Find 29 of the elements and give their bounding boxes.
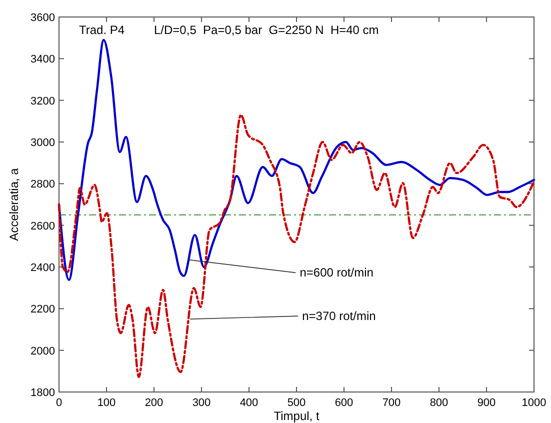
x-tick-label: 400 [240,397,258,409]
y-tick-label: 3000 [30,137,55,149]
y-tick-label: 2800 [30,178,55,191]
annotation: n=370 rot/min [302,309,376,324]
y-tick-label: 2600 [30,220,55,232]
line-series [58,38,536,282]
y-axis-title: Acceleratia, a [7,168,21,241]
x-tick-label: 300 [192,397,211,409]
y-tick-label: 3600 [30,12,55,24]
y-tick-label: 2200 [30,304,55,316]
y-tick-label: 2000 [30,345,55,358]
x-tick-label: 200 [144,397,164,409]
y-tick-label: 1800 [30,387,55,399]
y-tick-label: 2400 [30,262,55,274]
x-tick-label: 800 [430,397,448,409]
x-tick-label: 600 [334,397,354,409]
x-tick-label: 900 [477,397,496,409]
x-tick-label: 500 [287,397,306,409]
y-tick-label: 3200 [30,95,55,108]
x-tick-label: 700 [382,397,401,409]
text: Trad. P4 [79,23,125,37]
annotation: n=600 rot/min [300,266,374,280]
x-tick-label: 1000 [522,397,546,409]
text: L/D=0,5 Pa=0,5 bar G=2250 N H=40 cm [154,23,379,37]
line-series [58,114,536,378]
x-tick-label: 0 [56,397,62,409]
y-tick-label: 3400 [30,54,55,66]
x-axis-title: Timpul, t [274,409,320,423]
x-tick-label: 100 [97,397,116,409]
